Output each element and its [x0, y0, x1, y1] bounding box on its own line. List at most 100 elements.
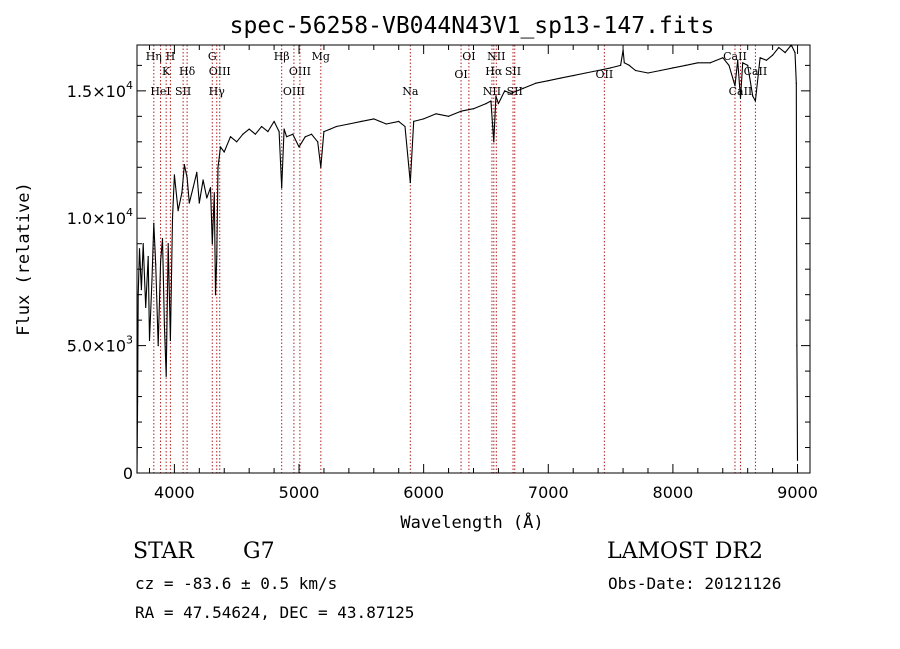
spectral-line-markers	[153, 45, 756, 473]
x-tick-label: 6000	[403, 483, 444, 502]
spectrum-point	[535, 82, 537, 84]
spectrum-point	[217, 166, 219, 168]
spectral-line-label: SII	[175, 85, 191, 98]
spectrum-point	[547, 80, 549, 82]
spectrum-point	[320, 166, 322, 168]
spectrum-point	[435, 113, 437, 115]
x-axis-label: Wavelength (Å)	[400, 511, 543, 533]
spectrum-point	[585, 72, 587, 74]
spectrum-point	[214, 294, 217, 296]
spectrum-point	[177, 210, 179, 212]
spectrum-point	[795, 82, 797, 84]
spectrum-point	[413, 120, 415, 122]
spectrum-point	[747, 64, 749, 66]
spectral-line-label: Hα	[485, 65, 503, 78]
y-tick-exponent: 3	[126, 334, 133, 347]
y-tick-label: 5.0×103	[67, 334, 133, 356]
spectrum-point	[495, 95, 497, 97]
spectrum-point	[196, 171, 198, 173]
spectrum-point	[283, 128, 285, 130]
spectral-line-label: Mg	[312, 50, 330, 63]
spectrum-point	[181, 192, 183, 194]
spectrum-series-line	[136, 44, 799, 474]
spectrum-point	[292, 133, 294, 135]
spectrum-point	[373, 118, 375, 120]
y-tick-label: 1.0×104	[67, 206, 133, 228]
spectrum-point	[485, 103, 487, 105]
spectral-line-label: NII	[483, 85, 501, 98]
spectral-line-label: Hβ	[274, 50, 290, 63]
spectrum-point	[317, 141, 319, 143]
spectrum-point	[672, 67, 674, 69]
spectrum-point	[169, 339, 171, 342]
spectrum-point	[647, 72, 649, 74]
y-tick-label: 1.5×104	[67, 79, 133, 101]
spectrum-point	[610, 67, 612, 69]
spectrum-point	[623, 62, 625, 64]
sky-coordinates: RA = 47.54624, DEC = 43.87125	[135, 603, 415, 622]
spectrum-point	[348, 123, 350, 125]
spectrum-point	[404, 125, 406, 128]
spectral-line-label: K	[162, 65, 171, 78]
spectrum-point	[209, 187, 212, 189]
spectral-line-label: CaII	[723, 50, 747, 63]
spectral-line-label: Na	[402, 85, 419, 98]
spectrum-point	[206, 197, 208, 199]
spectrum-point	[138, 248, 141, 250]
x-tick-label: 8000	[653, 483, 694, 502]
spectrum-point	[737, 59, 739, 61]
y-tick-exponent: 4	[126, 206, 133, 219]
spectrum-point	[267, 131, 269, 133]
spectrum-point	[796, 459, 799, 461]
y-tick-mantissa: 5.0×10	[67, 337, 126, 356]
spectrum-point	[634, 69, 637, 72]
spectral-line-labels: HηHeIKHSIIHδGHγOIIIHβOIIIOIIIMgNaOIOINII…	[146, 50, 768, 98]
spectrum-point	[140, 289, 142, 291]
spectrum-point	[192, 187, 194, 189]
spectrum-point	[329, 128, 331, 130]
y-tick-mantissa: 1.5×10	[67, 82, 126, 101]
spectrum-point	[472, 108, 475, 110]
spectrum-point	[772, 54, 774, 56]
spectrum-point	[742, 62, 744, 64]
spectrum-point	[160, 260, 162, 263]
spectral-line-label: SII	[505, 65, 521, 78]
spectrum-point	[448, 115, 450, 117]
spectrum-point	[219, 146, 222, 148]
spectrum-point	[248, 128, 250, 130]
spectrum-point	[186, 176, 188, 179]
spectral-line-label: Hγ	[209, 85, 226, 98]
spectrum-point	[398, 120, 400, 122]
observation-date: Obs-Date: 20121126	[608, 574, 782, 593]
spectrum-point	[796, 345, 798, 347]
spectrum-point	[659, 69, 662, 72]
spectrum-point	[161, 238, 164, 240]
spectral-line-label: OIII	[289, 65, 311, 78]
spectrum-point	[510, 92, 512, 94]
spectrum-point	[165, 375, 167, 377]
spectrum-point	[167, 243, 169, 245]
y-axis-label: Flux (relative)	[14, 182, 34, 336]
spectrum-point	[739, 97, 742, 100]
spectrum-point	[423, 118, 425, 120]
spectrum-point	[213, 192, 215, 194]
survey-name: LAMOST DR2	[607, 539, 763, 564]
spectrum-point	[153, 222, 155, 224]
spectral-line-label: CaII	[744, 65, 768, 78]
spectrum-point	[752, 95, 754, 97]
spectrum-point	[216, 255, 218, 258]
spectral-line-label: OII	[596, 68, 614, 81]
x-tick-label: 5000	[279, 483, 320, 502]
spectrum-point	[151, 278, 153, 280]
spectrum-point	[310, 133, 313, 135]
spectral-line-label: OIII	[283, 85, 305, 98]
spectrum-point	[148, 339, 151, 342]
spectrum-point	[335, 125, 337, 128]
spectral-line-label: HeI	[150, 85, 170, 98]
spectrum-point	[229, 136, 232, 138]
y-tick-exponent: 4	[126, 79, 133, 92]
spectrum-point	[188, 202, 190, 204]
spectrum-point	[522, 87, 525, 89]
